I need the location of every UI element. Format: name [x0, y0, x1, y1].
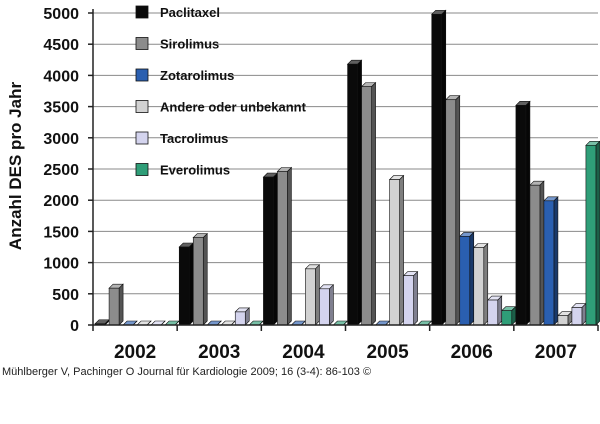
x-tick-label: 2005 [366, 342, 409, 363]
bar [304, 264, 321, 326]
bar [94, 319, 110, 326]
x-tick-label: 2003 [198, 342, 240, 363]
legend-label: Andere oder unbekannt [160, 100, 307, 115]
bar [431, 9, 447, 326]
legend: Paclitaxel Sirolimus Zotarolimus Andere ode… [135, 5, 307, 178]
bar [501, 305, 517, 326]
bar [388, 174, 405, 326]
legend-entry: Everolimus [135, 163, 230, 178]
y-axis-label: Anzahl DES pro Jahr [6, 82, 25, 251]
bar [276, 166, 293, 326]
legend-swatch [135, 163, 149, 176]
bar [346, 59, 363, 326]
bar [571, 302, 587, 326]
x-tick-label: 2006 [451, 342, 493, 363]
y-tick-label: 2000 [43, 193, 79, 210]
legend-swatch [135, 37, 149, 50]
bar [543, 196, 559, 326]
y-tick-label: 3500 [43, 100, 79, 117]
legend-entry: Sirolimus [135, 37, 219, 52]
y-tick-label: 4500 [43, 37, 79, 54]
legend-label: Everolimus [160, 163, 230, 178]
x-tick-label: 2004 [282, 342, 325, 363]
legend-entry: Paclitaxel [135, 5, 220, 20]
y-tick-label: 5000 [43, 6, 79, 23]
axes [88, 9, 599, 331]
bar [529, 180, 545, 326]
bar [234, 307, 250, 326]
bar [108, 283, 124, 326]
legend-swatch [135, 5, 149, 19]
bar [515, 100, 531, 326]
bar [178, 242, 194, 326]
source-caption: Mühlberger V, Pachinger O Journal für Ka… [2, 366, 372, 378]
legend-label: Zotarolimus [160, 68, 234, 83]
bar [262, 172, 279, 326]
bar [192, 232, 208, 326]
bar [473, 242, 489, 326]
legend-entry: Tacrolimus [135, 131, 228, 146]
bar [122, 320, 138, 326]
legend-entry: Andere oder unbekannt [135, 100, 307, 115]
bar [445, 95, 461, 326]
y-tick-labels: 0 500 1000 1500 2000 2500 3000 3500 4000 4500 5000 [43, 6, 79, 335]
legend-entry: Zotarolimus [135, 68, 234, 83]
bar [585, 140, 600, 326]
legend-label: Paclitaxel [160, 5, 220, 20]
bar [360, 81, 377, 326]
x-tick-label: 2002 [114, 342, 156, 363]
x-tick-label: 2007 [535, 342, 577, 363]
bar [318, 284, 335, 326]
y-tick-label: 1500 [43, 224, 79, 241]
grid-lines [93, 12, 598, 295]
y-tick-label: 4000 [43, 68, 79, 85]
bar [459, 231, 475, 326]
y-tick-label: 1000 [43, 256, 79, 273]
legend-label: Tacrolimus [160, 131, 228, 146]
y-tick-label: 3000 [43, 131, 79, 148]
bar [557, 310, 573, 326]
x-tick-labels: 2002 2003 2004 2005 2006 2007 [114, 342, 577, 363]
bar-chart: 0 500 1000 1500 2000 2500 3000 3500 4000 4500 5000… [6, 5, 600, 363]
legend-label: Sirolimus [160, 37, 219, 52]
y-tick-label: 0 [70, 318, 79, 335]
legend-swatch [135, 68, 149, 82]
bar [402, 270, 419, 326]
bar [487, 295, 503, 326]
y-tick-label: 2500 [43, 162, 79, 179]
legend-swatch [135, 131, 149, 145]
y-tick-label: 500 [52, 287, 79, 304]
legend-swatch [135, 100, 149, 113]
